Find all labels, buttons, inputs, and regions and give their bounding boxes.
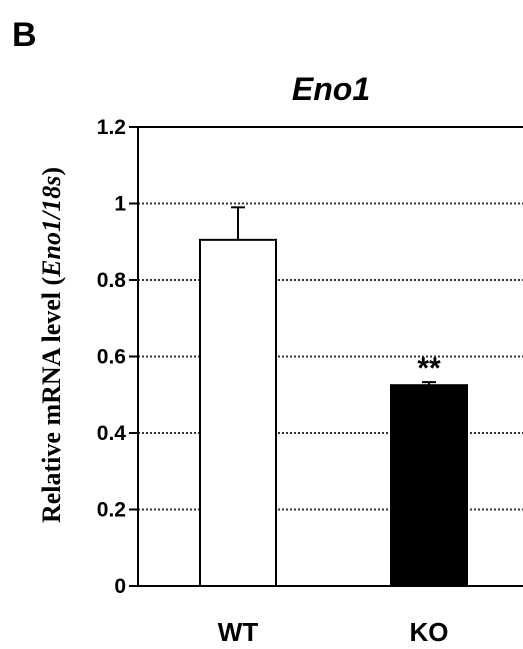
panel-label: B bbox=[12, 16, 37, 54]
bar-wt bbox=[199, 238, 277, 587]
x-tick-labels: WT KO bbox=[218, 617, 449, 647]
y-tick-label: 1 bbox=[114, 193, 126, 216]
y-tick-label: 0.4 bbox=[97, 422, 127, 445]
x-tick-label: KO bbox=[410, 617, 449, 647]
y-tick-label: 1.2 bbox=[97, 116, 126, 139]
y-tick-label: 0.2 bbox=[97, 499, 126, 522]
significance-marker: ** bbox=[417, 352, 441, 385]
axes bbox=[129, 126, 523, 587]
bar-ko bbox=[390, 384, 468, 587]
y-tick-labels: 0 0.2 0.4 0.6 0.8 1 1.2 bbox=[97, 116, 127, 598]
y-tick-label: 0.8 bbox=[97, 269, 127, 292]
y-tick-label: 0 bbox=[114, 575, 126, 598]
chart-title: Eno1 bbox=[292, 71, 370, 107]
y-tick-label: 0.6 bbox=[97, 346, 126, 369]
x-tick-label: WT bbox=[218, 617, 259, 647]
y-axis-label: Relative mRNA level (Eno1/18s) bbox=[37, 167, 66, 523]
bars: ** bbox=[199, 206, 468, 587]
